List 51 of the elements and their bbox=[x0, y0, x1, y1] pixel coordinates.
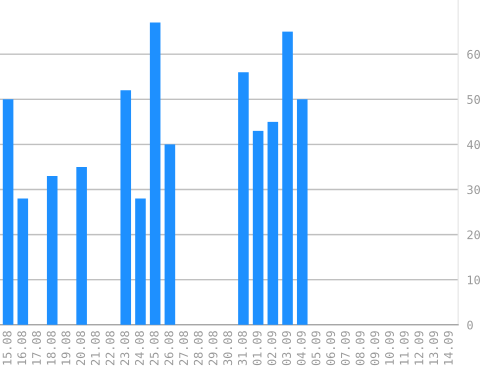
bar bbox=[252, 130, 264, 325]
bar bbox=[164, 144, 176, 325]
x-tick-label: 19.08 bbox=[61, 331, 70, 365]
bar bbox=[76, 166, 87, 325]
x-tick-label: 06.09 bbox=[326, 331, 336, 366]
y-tick-label: 50 bbox=[467, 95, 480, 104]
x-tick-label: 10.09 bbox=[385, 331, 394, 365]
bar bbox=[46, 176, 58, 325]
x-tick-label: 12.09 bbox=[414, 331, 424, 365]
x-tick-label: 05.09 bbox=[311, 331, 320, 366]
y-tick-label: 60 bbox=[467, 50, 480, 59]
x-tick-label: 13.09 bbox=[429, 331, 438, 365]
x-tick-label: 25.08 bbox=[150, 331, 159, 366]
bar bbox=[150, 22, 160, 325]
x-tick-label: 18.08 bbox=[46, 331, 56, 365]
bar bbox=[282, 32, 293, 325]
bar bbox=[120, 90, 132, 325]
x-tick-label: 17.08 bbox=[32, 331, 41, 365]
x-tick-label: 15.08 bbox=[2, 331, 12, 365]
x-tick-label: 26.08 bbox=[164, 331, 174, 366]
x-tick-label: 08.09 bbox=[356, 331, 365, 366]
x-tick-label: 23.08 bbox=[120, 331, 130, 366]
y-tick-label: 0 bbox=[467, 320, 473, 330]
x-tick-label: 09.09 bbox=[370, 331, 380, 366]
x-tick-label: 02.09 bbox=[267, 331, 276, 366]
y-tick-label: 20 bbox=[467, 230, 480, 240]
x-tick-label: 28.08 bbox=[194, 331, 203, 366]
x-tick-label: 11.09 bbox=[400, 331, 409, 365]
x-tick-label: 29.08 bbox=[208, 331, 218, 366]
bar bbox=[2, 99, 14, 325]
x-tick-label: 03.09 bbox=[282, 331, 291, 366]
bar bbox=[268, 122, 278, 325]
x-tick-label: 31.08 bbox=[238, 331, 247, 366]
bar bbox=[296, 99, 308, 325]
x-tick-label: 21.08 bbox=[90, 331, 100, 366]
x-tick-label: 01.09 bbox=[252, 331, 262, 366]
x-tick-label: 16.08 bbox=[17, 331, 26, 365]
x-tick-label: 14.09 bbox=[444, 331, 453, 365]
y-tick-label: 40 bbox=[467, 140, 480, 150]
x-tick-label: 04.09 bbox=[296, 331, 306, 366]
x-tick-label: 30.08 bbox=[223, 331, 232, 366]
bar bbox=[18, 198, 28, 325]
x-tick-label: 24.08 bbox=[134, 331, 144, 366]
x-tick-label: 27.08 bbox=[179, 331, 188, 366]
y-tick-label: 30 bbox=[467, 185, 480, 194]
y-tick-label: 10 bbox=[468, 275, 480, 284]
bar bbox=[135, 198, 146, 325]
x-tick-label: 22.08 bbox=[106, 331, 115, 366]
bar bbox=[238, 72, 249, 325]
x-tick-label: 07.09 bbox=[340, 331, 350, 366]
x-tick-label: 20.08 bbox=[76, 331, 86, 366]
